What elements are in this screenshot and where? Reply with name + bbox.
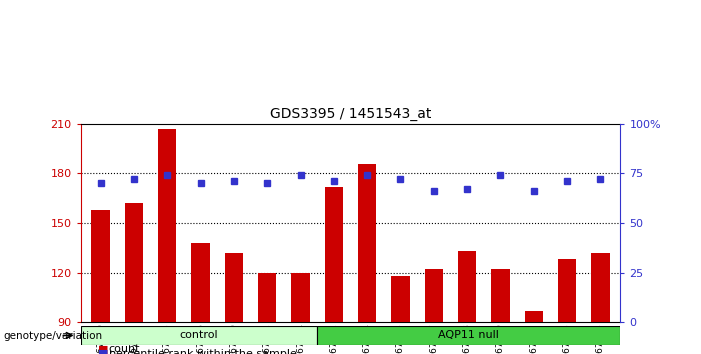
Bar	[158, 129, 177, 322]
Title: GDS3395 / 1451543_at: GDS3395 / 1451543_at	[270, 108, 431, 121]
Bar	[591, 253, 610, 322]
Bar	[191, 243, 210, 322]
Text: percentile rank within the sample: percentile rank within the sample	[109, 349, 297, 354]
Bar	[425, 269, 443, 322]
Bar	[491, 269, 510, 322]
Bar	[91, 210, 110, 322]
Bar	[292, 273, 310, 322]
Bar	[317, 326, 620, 345]
Text: ■: ■	[98, 344, 109, 354]
Text: count: count	[109, 344, 140, 354]
Bar	[391, 276, 409, 322]
Bar	[125, 203, 143, 322]
Bar	[358, 164, 376, 322]
Bar	[325, 187, 343, 322]
Text: control: control	[179, 330, 218, 341]
Bar	[225, 253, 243, 322]
Bar	[458, 251, 476, 322]
Text: genotype/variation: genotype/variation	[4, 331, 102, 341]
Bar	[558, 259, 576, 322]
Bar	[81, 326, 317, 345]
Bar	[258, 273, 276, 322]
Text: AQP11 null: AQP11 null	[438, 330, 499, 341]
Text: ■: ■	[98, 349, 109, 354]
Bar	[524, 310, 543, 322]
